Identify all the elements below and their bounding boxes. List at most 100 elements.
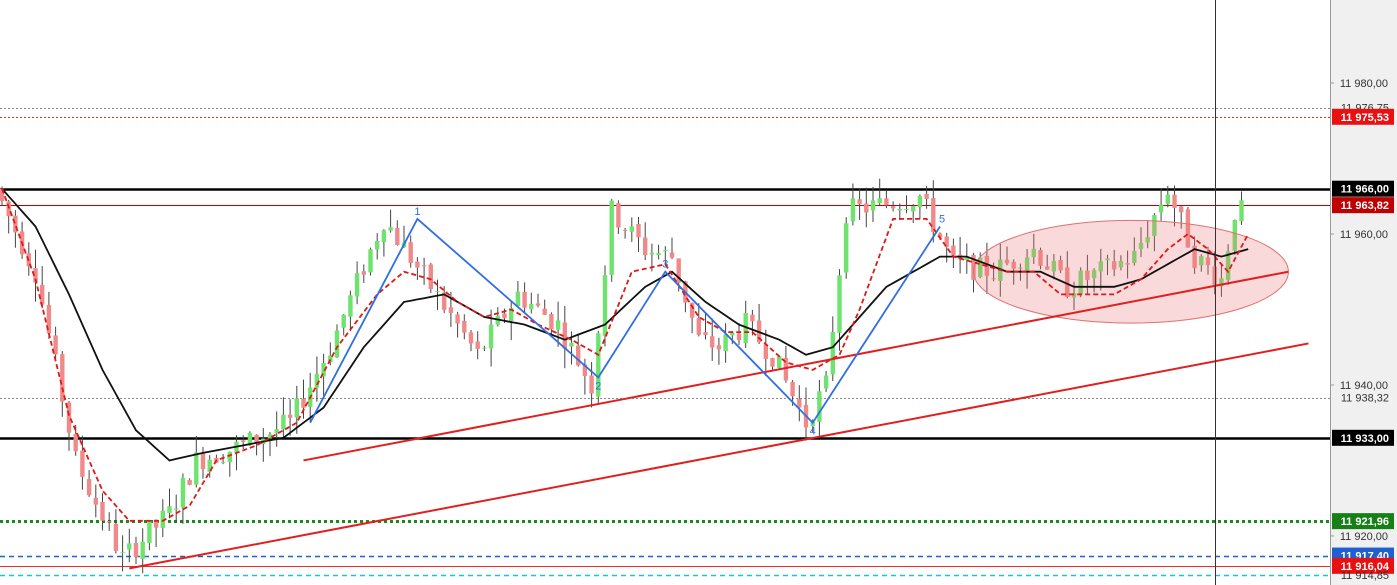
candle-114 [763, 329, 768, 377]
candle-126 [844, 217, 849, 279]
candle-17 [113, 509, 119, 554]
price-badge-label: 11 916,04 [1341, 561, 1390, 573]
candle-28 [187, 478, 192, 486]
candle-128 [857, 188, 862, 220]
candle-170 [1138, 227, 1144, 257]
candle-77 [515, 281, 521, 308]
candle-164 [1098, 248, 1103, 291]
candle-61 [408, 235, 413, 268]
candle-153 [1024, 249, 1030, 289]
candle-90 [602, 265, 608, 347]
candle-48 [321, 353, 326, 396]
price-badge-3: 11 963,82 [1332, 197, 1394, 214]
candle-83 [555, 301, 561, 347]
candle-82 [549, 312, 554, 336]
candle-158 [1058, 255, 1063, 274]
candle-10 [66, 400, 72, 451]
wave-label-4: 4 [810, 426, 816, 438]
candle-184 [1232, 219, 1237, 255]
price-axis: 11 980,00 11 960,00 11 940,00 11 920,00 11 9… [1330, 78, 1394, 582]
candle-123 [823, 370, 829, 392]
candle-5 [33, 249, 38, 302]
candle-109 [730, 330, 735, 345]
candle-119 [797, 385, 802, 422]
candle-69 [462, 314, 467, 340]
candle-58 [388, 209, 393, 233]
candle-183 [1225, 244, 1231, 285]
candle-84 [562, 305, 567, 369]
candle-55 [368, 247, 373, 276]
candle-88 [589, 362, 594, 408]
candle-2 [13, 210, 18, 248]
y-tick-label-1: 11 960,00 [1340, 229, 1388, 241]
candle-124 [830, 316, 835, 382]
candle-104 [696, 303, 701, 337]
candle-116 [777, 356, 782, 369]
candle-36 [241, 435, 246, 450]
fast-moving-average-line [1, 188, 1249, 522]
candle-62 [415, 257, 420, 280]
candle-105 [703, 313, 708, 340]
price-badge-1: 11 975,53 [1332, 108, 1394, 125]
candle-173 [1158, 188, 1164, 221]
candle-92 [616, 200, 621, 234]
candle-42 [281, 397, 286, 438]
candle-162 [1085, 254, 1090, 295]
price-badge-5: 11 933,00 [1332, 429, 1394, 446]
candle-94 [629, 217, 634, 242]
candle-40 [267, 431, 273, 457]
candle-95 [636, 216, 641, 252]
candle-175 [1172, 185, 1177, 227]
candle-159 [1065, 251, 1070, 299]
price-badge-9: 11 914,85 [1341, 570, 1389, 582]
price-badge-8: 11 916,04 [1332, 557, 1394, 574]
y-tick-label-0: 11 980,00 [1340, 78, 1388, 90]
candle-81 [542, 299, 547, 315]
candle-70 [468, 329, 474, 352]
candle-91 [609, 198, 614, 282]
candle-117 [783, 345, 789, 383]
candle-72 [482, 345, 487, 352]
candle-100 [669, 237, 675, 260]
candle-163 [1091, 268, 1097, 293]
trendlines [129, 270, 1309, 570]
candle-134 [897, 203, 902, 221]
candle-139 [931, 180, 936, 243]
candle-180 [1205, 246, 1211, 275]
candle-165 [1105, 254, 1110, 276]
candle-45 [301, 379, 306, 419]
moving-averages [1, 188, 1249, 522]
candle-168 [1125, 250, 1130, 279]
candle-110 [736, 323, 742, 345]
horizontal-levels [0, 108, 1330, 577]
candle-52 [348, 290, 353, 332]
candle-41 [274, 411, 279, 447]
candle-33 [220, 453, 226, 465]
candle-150 [1004, 246, 1010, 266]
candle-78 [522, 282, 527, 314]
candle-156 [1045, 254, 1050, 270]
wave-label-5: 5 [939, 213, 945, 225]
price-badge-label: 11 921,96 [1341, 516, 1389, 528]
candle-106 [710, 318, 715, 362]
trendline-1 [303, 270, 1289, 462]
candle-16 [107, 512, 112, 531]
candle-125 [837, 269, 842, 351]
candle-66 [442, 286, 447, 313]
candle-127 [850, 183, 856, 226]
candle-161 [1078, 267, 1083, 298]
y-tick-label-3: 11 920,00 [1340, 531, 1388, 543]
candle-43 [287, 399, 293, 436]
candle-99 [663, 246, 668, 266]
candle-107 [716, 337, 722, 365]
price-badge-label: 11 963,82 [1341, 200, 1389, 212]
candle-20 [133, 536, 139, 565]
candle-19 [127, 528, 132, 563]
candle-25 [167, 488, 172, 519]
candle-111 [743, 300, 748, 348]
candle-51 [341, 314, 346, 336]
candle-59 [395, 220, 400, 246]
candle-135 [904, 195, 909, 214]
candle-9 [60, 351, 65, 417]
candle-179 [1199, 254, 1204, 272]
